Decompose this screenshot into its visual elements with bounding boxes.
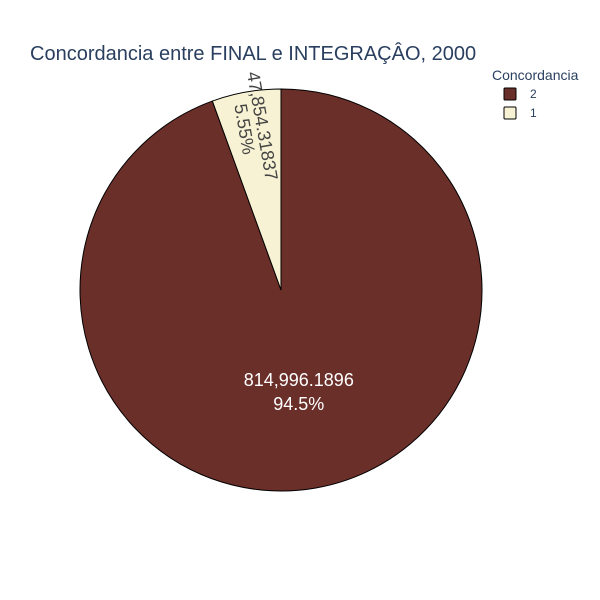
pie-slice-1: [211, 88, 282, 291]
legend-label: 2: [530, 87, 537, 101]
legend-swatch: [503, 87, 517, 101]
pie-slice-label-2: 814,996.1896 94.5%: [244, 370, 354, 414]
legend-title: Concordancia: [492, 67, 579, 83]
legend-label: 1: [530, 106, 537, 120]
legend-swatch: [503, 106, 517, 120]
legend-item-1[interactable]: 1: [503, 106, 537, 120]
slice-percent-label: 94.5%: [273, 394, 324, 414]
chart-title: Concordancia entre FINAL e INTEGRAÇÂO, 2…: [30, 42, 476, 65]
slice-value-label: 814,996.1896: [244, 370, 354, 390]
pie-slice-2: [79, 88, 483, 492]
legend-item-2[interactable]: 2: [503, 87, 537, 101]
pie-slices: [79, 88, 483, 492]
legend: Concordancia 2 1: [492, 67, 579, 120]
